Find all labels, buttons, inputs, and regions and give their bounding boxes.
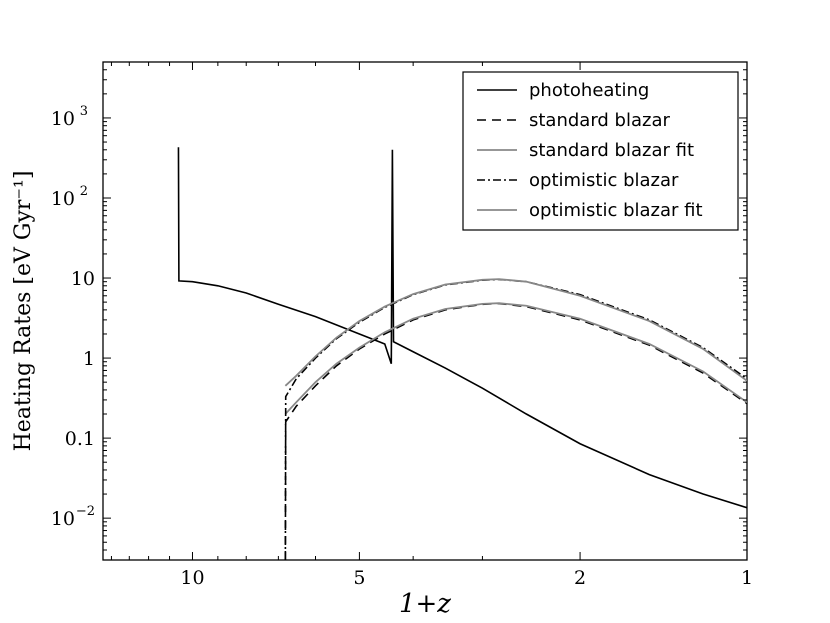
y-tick-exponent: −2 [76,504,95,519]
y-tick-label: 0.1 [65,428,95,450]
legend-label: optimistic blazar fit [529,200,703,221]
y-tick-label: 10 [71,268,95,290]
y-tick-label: 10 [51,108,75,130]
series-line-optimistic-blazar-fit [284,278,747,387]
series-layer [177,147,747,560]
legend-label: standard blazar fit [529,140,694,161]
y-tick-label: 10 [51,188,75,210]
series-line-photoheating [177,147,747,509]
x-tick-label: 5 [353,567,365,589]
legend-box [462,71,739,231]
legend: photoheating standard blazar standard blaz… [462,71,739,231]
y-tick-exponent: 2 [80,184,88,199]
y-tick-label: 1 [83,348,95,370]
legend-label: photoheating [529,80,649,101]
x-tick-label: 1 [741,567,753,589]
legend-label: standard blazar [529,110,670,131]
y-axis-label: Heating Rates [eV Gyr⁻¹] [11,171,36,452]
y-tick-exponent: 3 [80,104,88,119]
plot-frame [102,61,748,561]
series-line-optimistic-blazar [284,278,747,560]
series-line-standard-blazar [284,302,747,560]
legend-label: optimistic blazar [529,170,679,191]
x-tick-label: 2 [574,567,586,589]
series-line-standard-blazar-fit [284,302,747,415]
x-tick-label: 10 [180,567,204,589]
x-axis-label: 1+z [399,589,451,619]
y-tick-label: 10 [51,508,75,530]
